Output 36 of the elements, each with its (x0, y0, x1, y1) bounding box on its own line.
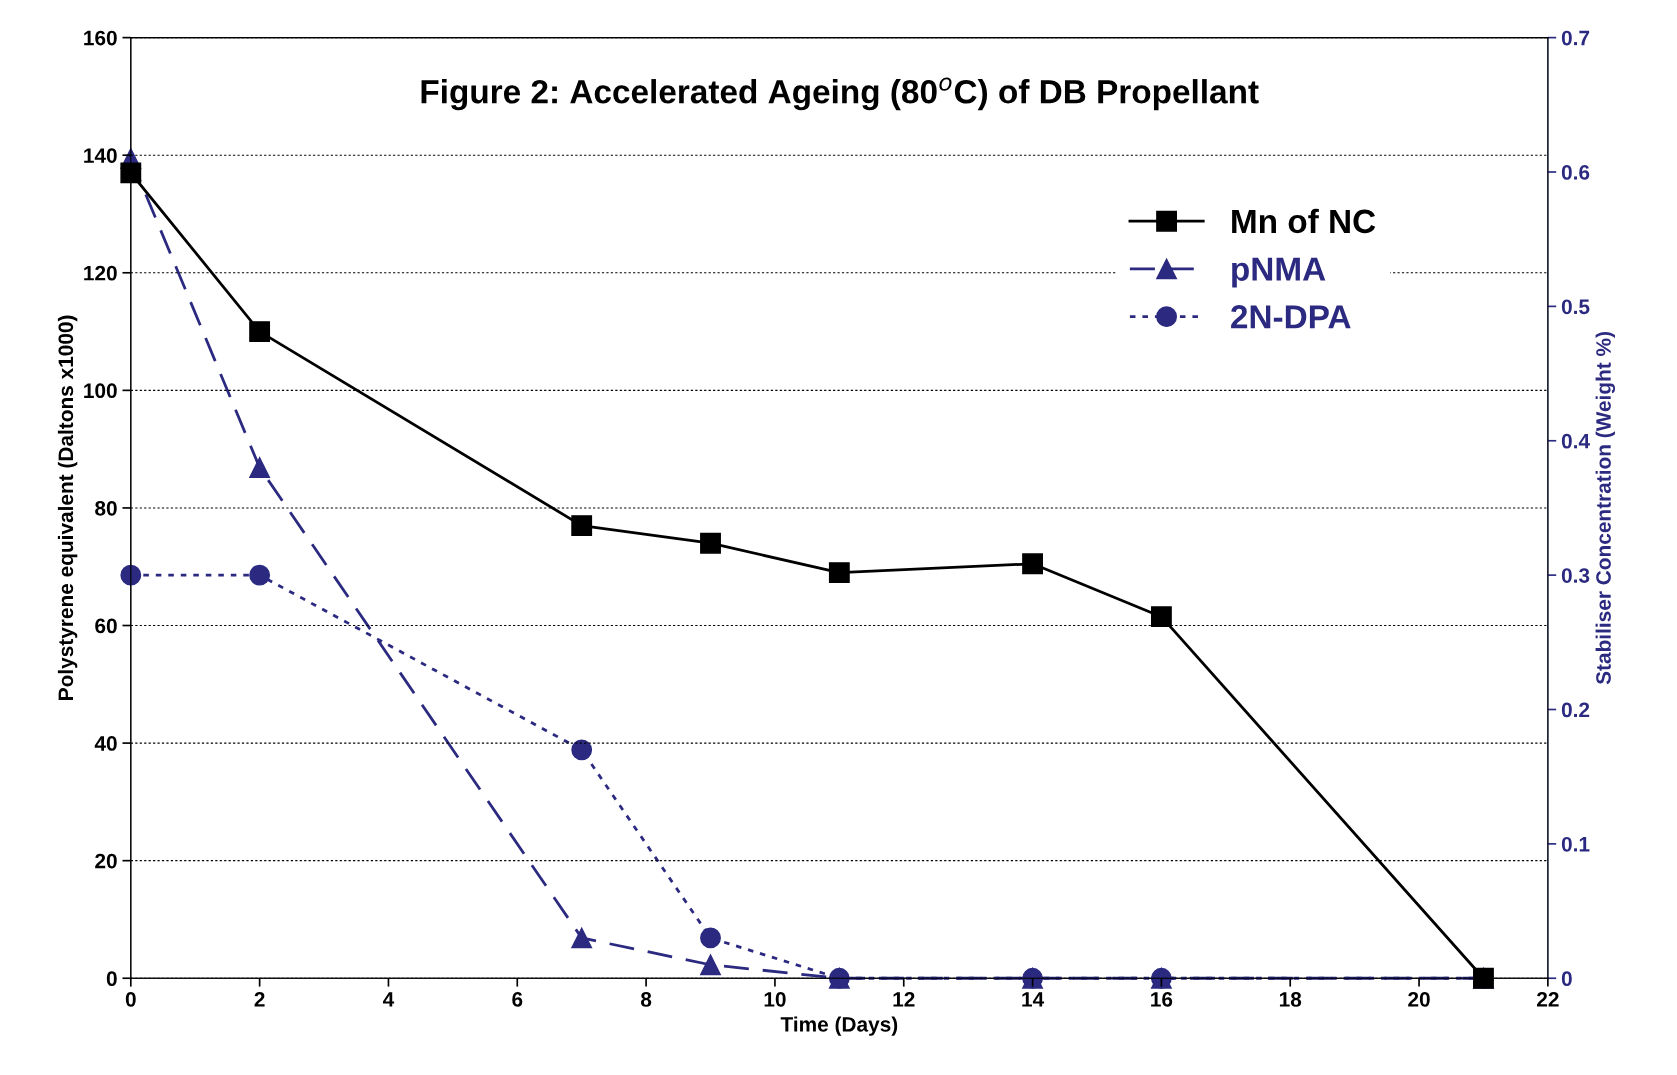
y2-tick-label: 0.5 (1561, 299, 1590, 315)
y-tick-label: 40 (94, 736, 117, 751)
legend-label: 2N-DPA (1231, 305, 1351, 329)
x-axis-title: Time (Days) (780, 1016, 898, 1036)
y-tick-label: 100 (84, 383, 117, 399)
y2-tick-label: 0.4 (1561, 433, 1590, 449)
x-tick-label: 14 (1022, 992, 1045, 1007)
y-tick-label: 160 (84, 30, 117, 46)
text: Figure 2: Accelerated Ageing (80$^{o}$C) of DB Propellant (421, 77, 1259, 111)
y2-tick-label: 0.1 (1561, 836, 1590, 852)
y-axis-title: Polystyrene equivalent (Daltons x1000) (57, 315, 78, 700)
y-tick-label: 20 (95, 853, 117, 869)
x-tick-label: 4 (382, 992, 395, 1007)
y-tick-label: 60 (95, 618, 117, 634)
x-tick-label: 0 (125, 991, 136, 1007)
y2-tick-label: 0 (1561, 971, 1572, 986)
legend-label: Mn of NC (1232, 208, 1376, 234)
y-tick-label: 80 (95, 500, 117, 516)
y2-tick-label: 0.7 (1561, 30, 1590, 46)
x-tick-label: 12 (893, 991, 915, 1007)
y-tick-label: 120 (84, 265, 117, 281)
x-tick-label: 6 (512, 991, 523, 1007)
y2-tick-label: 0.6 (1561, 165, 1590, 180)
legend-label: pNMA (1232, 257, 1326, 288)
y2-axis-title: Stabiliser Concentration (Weight %) (1595, 332, 1616, 685)
x-tick-label: 8 (640, 991, 652, 1007)
x-tick-label: 20 (1408, 991, 1430, 1007)
x-tick-label: 2 (254, 991, 265, 1007)
y-tick-label: 0 (106, 971, 117, 986)
y2-tick-label: 0.3 (1561, 568, 1590, 583)
y2-tick-label: 0.2 (1561, 702, 1590, 718)
y-tick-label: 140 (84, 148, 117, 163)
x-tick-label: 18 (1279, 991, 1302, 1007)
x-tick-label: 10 (764, 991, 786, 1007)
x-tick-label: 22 (1537, 991, 1559, 1007)
x-tick-label: 16 (1151, 991, 1173, 1007)
